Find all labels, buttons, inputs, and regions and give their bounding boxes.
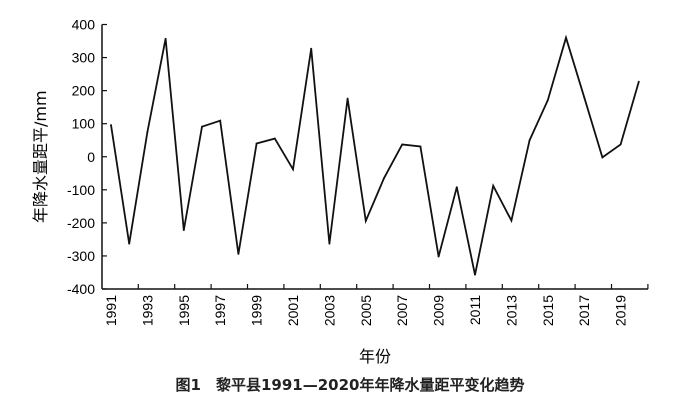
x-tick-label: 2007 (394, 295, 410, 326)
y-tick-label: 100 (72, 116, 96, 132)
data-point (528, 139, 531, 142)
x-tick-label: 2003 (321, 295, 337, 326)
x-tick-label: 1997 (212, 295, 228, 326)
x-tick-label: 2017 (576, 295, 592, 326)
data-point (292, 168, 294, 171)
y-axis-title: 年降水量距平/mm (31, 90, 50, 223)
x-tick-label: 2011 (467, 295, 483, 325)
data-point (437, 255, 440, 258)
data-point (310, 47, 313, 50)
y-tick-label: 0 (87, 149, 95, 165)
data-point (383, 177, 385, 180)
x-axis-title: 年份 (359, 347, 391, 366)
data-point (619, 143, 622, 146)
y-tick-label: 400 (72, 17, 96, 33)
data-point (182, 229, 185, 232)
data-point (419, 145, 422, 148)
x-tick-label: 1999 (249, 295, 265, 326)
y-tick-label: -300 (67, 248, 95, 264)
data-point (110, 124, 112, 126)
data-point (201, 125, 203, 128)
data-point (364, 219, 367, 222)
data-point (328, 242, 331, 245)
data-point (401, 143, 404, 146)
data-point (601, 156, 604, 159)
x-tick-label: 1995 (176, 295, 192, 326)
x-tick-label: 1991 (103, 295, 119, 326)
x-tick-label: 1993 (139, 295, 155, 326)
data-point (637, 80, 640, 83)
data-point (565, 36, 567, 39)
data-point (146, 131, 149, 133)
data-point (492, 184, 495, 187)
data-point (474, 273, 476, 276)
y-tick-label: 300 (72, 50, 96, 66)
x-tick-label: 2009 (431, 295, 447, 326)
x-tick-label: 2019 (613, 295, 629, 326)
data-point (510, 219, 513, 222)
data-point (346, 97, 349, 100)
x-tick-label: 2013 (503, 295, 519, 326)
data-point (455, 186, 458, 189)
data-point (583, 96, 586, 99)
figure-caption: 图1 黎平县1991—2020年年降水量距平变化趋势 (175, 376, 525, 394)
series-line (110, 34, 640, 275)
y-tick-label: -100 (67, 182, 95, 198)
data-point (255, 142, 258, 145)
data-point (128, 242, 131, 245)
data-point (237, 253, 240, 255)
x-tick-label: 2005 (358, 295, 374, 326)
y-tick-label: 200 (72, 83, 96, 99)
data-point (546, 99, 549, 102)
data-point (273, 137, 276, 140)
y-tick-label: -200 (67, 215, 95, 231)
y-tick-label: -400 (67, 281, 95, 297)
data-point (219, 119, 222, 122)
x-tick-label: 2001 (285, 295, 301, 326)
x-tick-label: 2015 (540, 295, 556, 326)
data-point (164, 37, 167, 40)
